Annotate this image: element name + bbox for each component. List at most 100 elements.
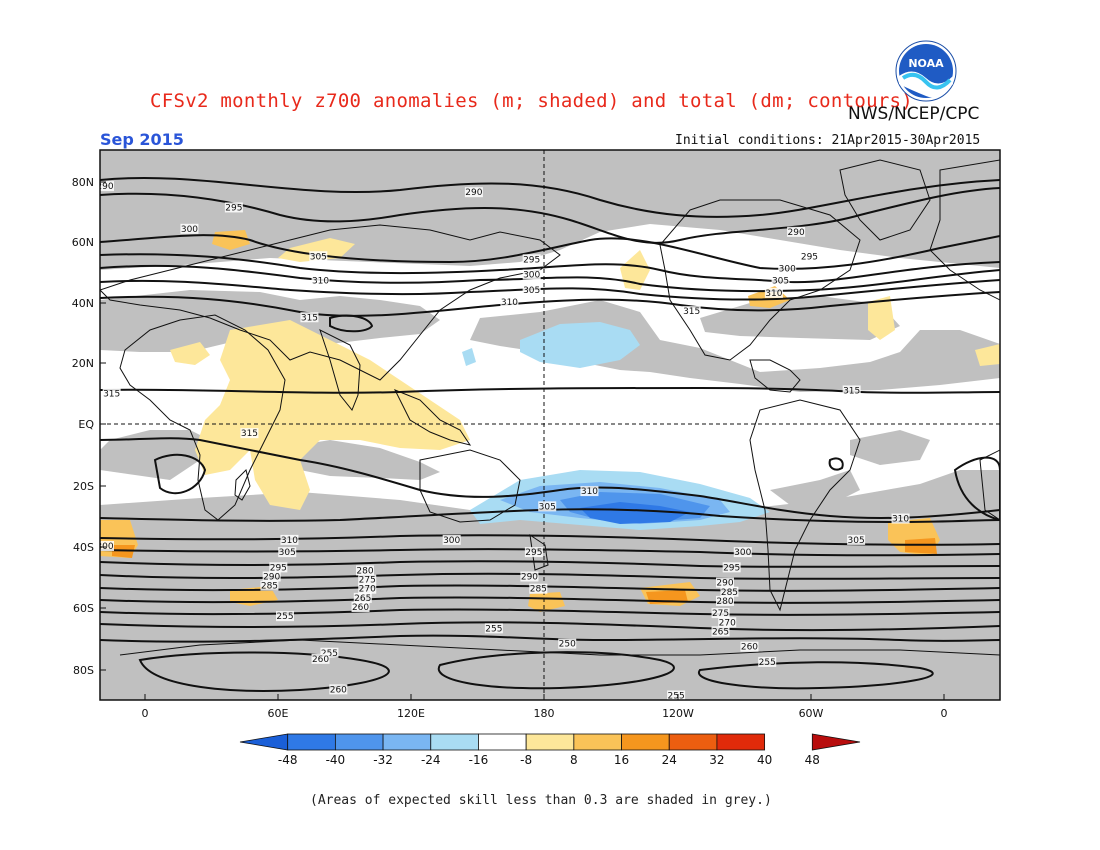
contour-label-background <box>224 202 243 213</box>
contour-label-background <box>522 284 541 295</box>
lat-label: 60N <box>72 236 94 249</box>
colorbar-tick-label: 32 <box>709 753 724 767</box>
contour-label: 265 <box>354 594 371 604</box>
contour-label-background <box>276 611 294 622</box>
map-layers: 2902902902953003053103152953003053102953… <box>100 150 1000 700</box>
contour-label-background <box>280 534 299 545</box>
lon-label: 180 <box>534 707 555 720</box>
coastlines <box>100 159 1000 656</box>
contour-label: 260 <box>330 685 347 695</box>
contour-label: 310 <box>281 536 298 546</box>
contour-label: 315 <box>301 313 318 323</box>
contour-label: 305 <box>279 548 296 558</box>
contour-label: 275 <box>712 609 729 619</box>
contour-label-background <box>771 275 790 286</box>
contour-label: 300 <box>734 548 751 558</box>
contour-label: 315 <box>843 386 860 396</box>
lat-label: 60S <box>73 602 94 615</box>
colorbar-box <box>382 733 432 751</box>
contour-label: 305 <box>310 252 327 262</box>
contour-label-background <box>778 263 797 274</box>
contour-label: 310 <box>765 289 782 299</box>
lat-label: 40S <box>73 541 94 554</box>
contour-label-background <box>358 574 377 585</box>
contour-label-background <box>240 428 259 439</box>
lat-label: 20S <box>73 480 94 493</box>
contour-label-background <box>558 638 577 649</box>
contour-label: 305 <box>523 286 540 296</box>
colorbar-box <box>430 733 479 751</box>
colorbar-tick-label: -24 <box>421 753 441 767</box>
contour-label-background <box>311 275 330 286</box>
contour-label-background <box>580 486 599 497</box>
lat-label: 20N <box>72 357 94 370</box>
contour-label: 280 <box>356 566 373 576</box>
skill-footnote: (Areas of expected skill less than 0.3 a… <box>310 793 772 808</box>
contour-label-background <box>740 641 759 652</box>
colorbar-tick-label: 40 <box>757 753 772 767</box>
colorbar-tick-label: -16 <box>469 753 489 767</box>
contour-labels: 2902902902953003053103152953003053102953… <box>100 181 910 700</box>
contour-label: 285 <box>261 582 278 592</box>
contour-label: 305 <box>848 536 865 546</box>
contour-label-background <box>538 501 557 512</box>
contour-label: 310 <box>501 298 518 308</box>
colorbar-tick-label: -32 <box>373 753 393 767</box>
contour-label: 255 <box>321 649 338 659</box>
colorbar-box <box>621 733 670 751</box>
plot-title: CFSv2 monthly z700 anomalies (m; shaded)… <box>150 90 914 112</box>
contour-label-background <box>891 513 910 524</box>
contour-label: 300 <box>443 536 460 546</box>
colorbar-box <box>716 733 766 751</box>
contour-label-background <box>720 586 739 597</box>
contour-label-background <box>102 388 121 399</box>
contour-label-background <box>309 251 328 262</box>
contour-label: 310 <box>892 515 909 525</box>
lon-label: 120W <box>662 707 694 720</box>
contour-label-background <box>100 541 114 551</box>
colorbar-arrow <box>811 733 861 751</box>
contour-label: 260 <box>741 643 758 653</box>
colorbar-box <box>287 733 336 751</box>
contour-label: 315 <box>241 429 258 439</box>
contour-label-background <box>260 580 279 591</box>
contour-label-background <box>522 269 541 280</box>
contour-label-background <box>329 684 348 695</box>
contour-label: 295 <box>525 548 542 558</box>
contour-label-background <box>358 583 377 594</box>
colorbar: -48 -40 -32 -24 -16 -8 8 16 24 32 40 48 <box>239 733 861 767</box>
latitude-axis: 80N 60N 40N 20N EQ 20S 40S 60S 80S <box>72 176 106 677</box>
contour-label-background <box>711 608 730 619</box>
valid-month-label: Sep 2015 <box>100 130 184 149</box>
contour-label-background <box>500 297 519 307</box>
lat-label: EQ <box>78 418 94 431</box>
longitude-axis: 0 60E 120E 180 120W 60W 0 <box>142 694 948 720</box>
contour-label: 270 <box>359 585 376 595</box>
colorbar-tick-label: -48 <box>278 753 298 767</box>
contour-label-background <box>847 534 866 545</box>
contour-label-background <box>442 534 461 545</box>
colorbar-tick-label: -8 <box>520 753 532 767</box>
contour-label: 280 <box>716 597 733 607</box>
contour-label-background <box>800 251 819 262</box>
noaa-logo-icon: NOAA <box>895 40 957 102</box>
initial-conditions-label: Initial conditions: 21Apr2015-30Apr2015 <box>675 133 981 148</box>
contour-label: 295 <box>270 563 287 573</box>
low-skill-mask <box>100 150 1000 700</box>
colorbar-tick-label: 16 <box>614 753 629 767</box>
lat-label: 80S <box>73 664 94 677</box>
contour-label-background <box>733 547 752 558</box>
contour-label-background <box>758 656 777 667</box>
contour-label-background <box>787 226 806 237</box>
contour-label-background <box>716 595 734 606</box>
colorbar-tick-label: -40 <box>326 753 346 767</box>
contour-label-background <box>718 617 737 628</box>
contour-label: 295 <box>523 255 540 265</box>
contour-label: 310 <box>581 487 598 497</box>
lon-label: 0 <box>941 707 948 720</box>
colorbar-box <box>525 733 575 751</box>
contour-label: 265 <box>712 627 729 637</box>
contour-label-background <box>764 287 783 298</box>
height-contours <box>100 176 1000 692</box>
